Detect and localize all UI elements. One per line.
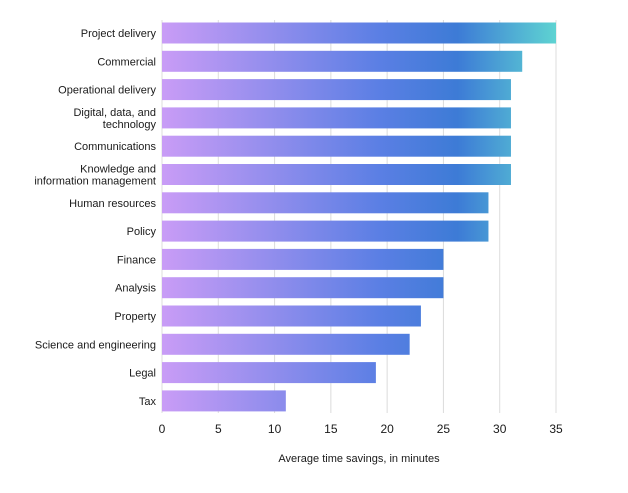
bar: [162, 79, 511, 101]
category-label-line: Human resources: [69, 198, 156, 210]
category-label: Communications: [74, 141, 156, 153]
category-label-line: Knowledge and: [80, 164, 156, 176]
bar: [162, 192, 489, 214]
bar: [162, 22, 556, 44]
category-label: Project delivery: [81, 28, 157, 40]
category-labels: Project delivery Commercial Operational de…: [34, 28, 156, 408]
bar: [162, 390, 286, 412]
x-tick-label: 10: [268, 422, 282, 436]
bars: [162, 22, 556, 412]
category-label-line: technology: [103, 119, 157, 131]
category-label-line: Analysis: [115, 283, 156, 295]
bar: [162, 362, 376, 384]
category-label: Science and engineering: [35, 339, 156, 351]
category-label: Property: [114, 311, 156, 323]
category-label: Policy: [127, 226, 157, 238]
category-label-line: Property: [114, 311, 156, 323]
category-label-line: Science and engineering: [35, 339, 156, 351]
x-tick-label: 5: [215, 422, 222, 436]
x-axis-title: Average time savings, in minutes: [278, 453, 440, 465]
category-label: Finance: [117, 254, 156, 266]
category-label: Digital, data, and technology: [73, 107, 156, 131]
category-label-line: Digital, data, and: [73, 107, 156, 119]
category-label-line: Finance: [117, 254, 156, 266]
x-tick-label: 30: [493, 422, 507, 436]
category-label: Tax: [139, 396, 157, 408]
category-label-line: Legal: [129, 368, 156, 380]
category-label: Knowledge and information management: [34, 164, 156, 188]
bar: [162, 107, 511, 129]
x-tick-label: 25: [437, 422, 451, 436]
bar: [162, 277, 444, 299]
x-tick-label: 20: [380, 422, 394, 436]
category-label-line: information management: [34, 176, 156, 188]
category-label: Legal: [129, 368, 156, 380]
category-label-line: Operational delivery: [58, 85, 156, 97]
x-tick-label: 15: [324, 422, 338, 436]
bar: [162, 305, 421, 327]
bar: [162, 248, 444, 270]
x-tick-label: 0: [159, 422, 166, 436]
bar: [162, 333, 410, 355]
category-label-line: Policy: [127, 226, 157, 238]
category-label-line: Tax: [139, 396, 157, 408]
category-label: Human resources: [69, 198, 156, 210]
x-axis-ticks: 0 5 10 15 20 25 30 35: [159, 422, 563, 436]
bar: [162, 135, 511, 157]
x-tick-label: 35: [549, 422, 563, 436]
category-label: Analysis: [115, 283, 156, 295]
category-label-line: Project delivery: [81, 28, 157, 40]
bar: [162, 164, 511, 185]
category-label: Operational delivery: [58, 85, 156, 97]
category-label: Commercial: [97, 56, 156, 68]
bar: [162, 220, 489, 242]
category-label-line: Communications: [74, 141, 156, 153]
category-label-line: Commercial: [97, 56, 156, 68]
bar: [162, 50, 523, 72]
